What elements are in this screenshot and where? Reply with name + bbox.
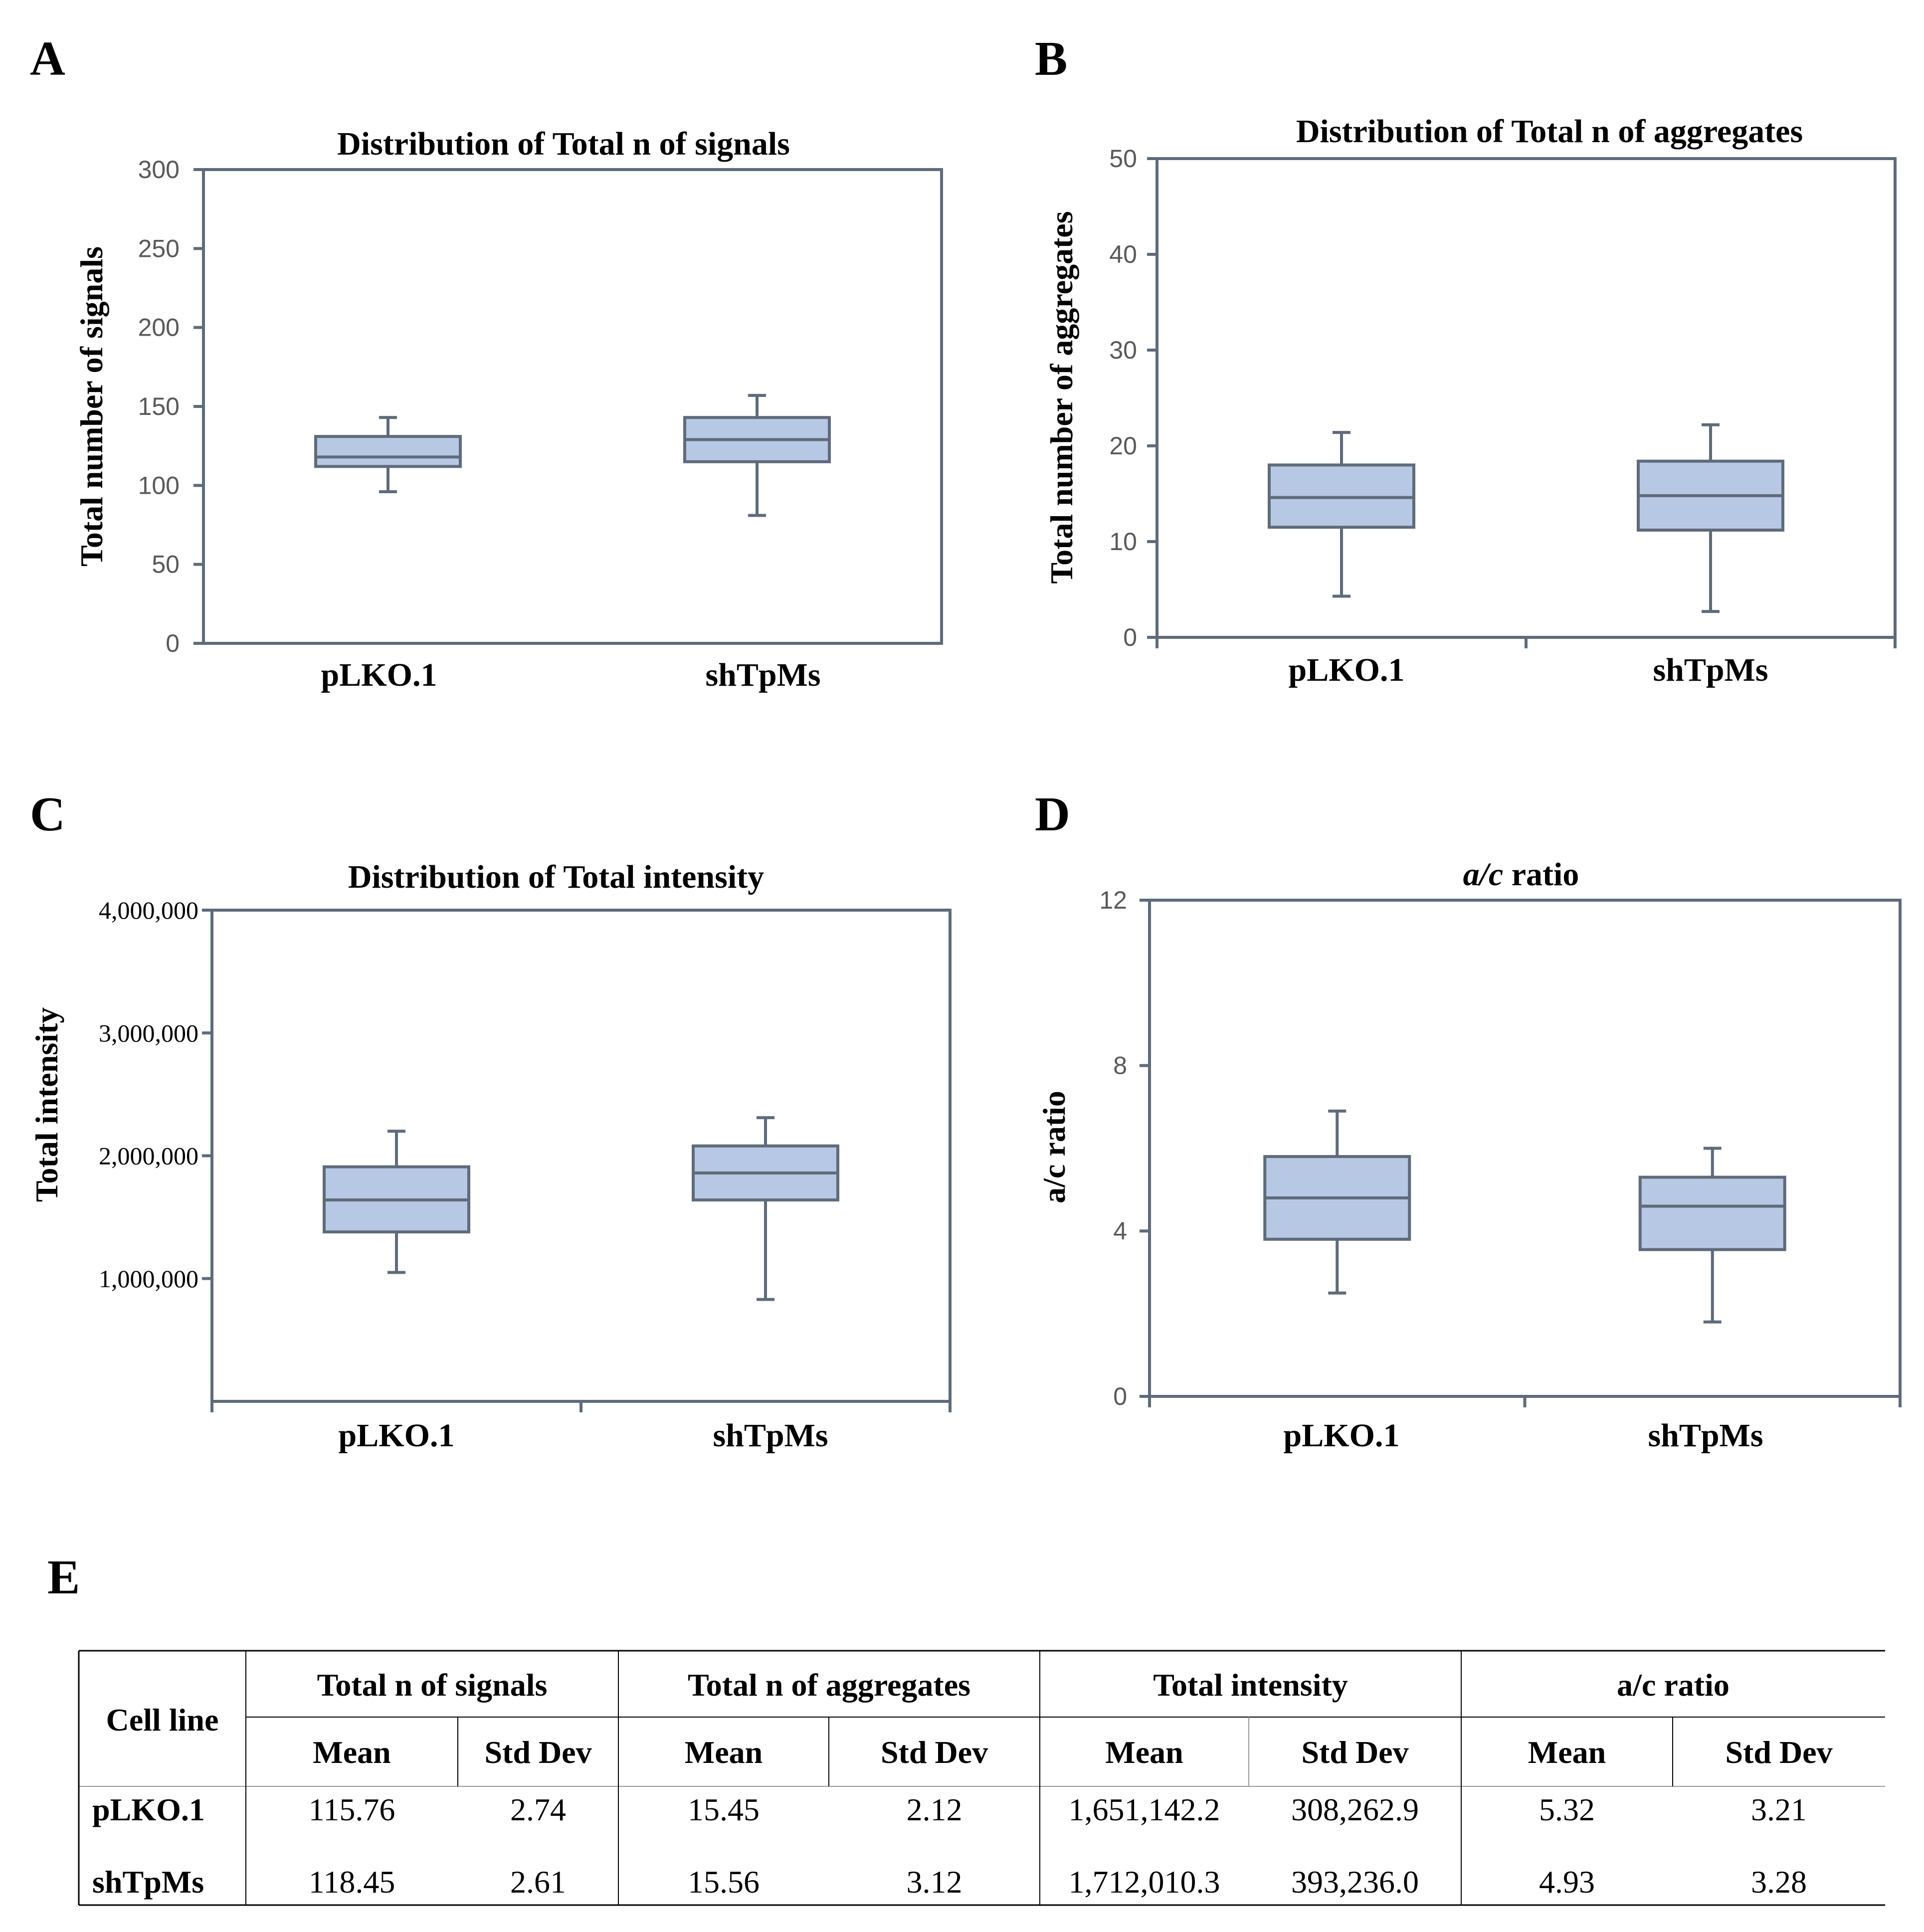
table-cell: 3.28 [1751, 1864, 1807, 1900]
category-label: pLKO.1 [1289, 652, 1405, 688]
y-tick-label: 20 [1109, 432, 1137, 460]
table-cell: 1,712,010.3 [1069, 1864, 1220, 1900]
panel-B: B Distribution of Total n of aggregates To… [1035, 32, 1897, 688]
plot-frame [1155, 157, 1897, 639]
y-axis-label: Total intensity [29, 1007, 64, 1202]
box-pLKO.1 [323, 1130, 470, 1274]
box-shTpMs [683, 393, 831, 517]
table-cell: 1,651,142.2 [1069, 1792, 1220, 1827]
y-tick-label: 200 [138, 314, 180, 342]
table-cell: 15.56 [688, 1864, 760, 1900]
box-pLKO.1 [1268, 431, 1415, 598]
chart-title-rest: ratio [1503, 856, 1579, 893]
table-row-header: Cell line [106, 1702, 219, 1738]
table-subheader: Mean [1528, 1735, 1606, 1770]
category-label: shTpMs [713, 1417, 828, 1454]
table-cell: 4.93 [1539, 1864, 1595, 1900]
table-subheader: Std Dev [1725, 1735, 1832, 1770]
iqr-box [314, 435, 462, 468]
table-cell: 3.12 [907, 1864, 962, 1900]
table-subheader: Std Dev [484, 1735, 591, 1770]
plot-frame [202, 168, 943, 645]
table-cell: 118.45 [309, 1864, 395, 1900]
y-tick-label: 50 [152, 551, 180, 579]
category-label: pLKO.1 [1284, 1417, 1400, 1454]
table-subheader: Mean [685, 1735, 763, 1770]
chart-title: Distribution of Total n of signals [337, 126, 790, 162]
table-subheader: Mean [1105, 1735, 1183, 1770]
chart-title: Distribution of Total intensity [348, 859, 764, 895]
panel-letter: E [47, 1550, 80, 1604]
y-tick-label: 0 [1113, 1382, 1127, 1410]
box-shTpMs [692, 1116, 839, 1301]
box-shTpMs [1637, 423, 1784, 613]
table-cell: 2.61 [510, 1864, 566, 1900]
category-label: pLKO.1 [339, 1417, 455, 1454]
box-shTpMs [1638, 1147, 1786, 1324]
y-tick-label: 250 [138, 234, 180, 262]
y-tick-label: 40 [1109, 240, 1137, 268]
table-group-header: Total intensity [1153, 1667, 1348, 1703]
table-cell: 3.21 [1751, 1792, 1807, 1827]
panel-E: E Cell line Total n of signals Mean Std Dev T… [47, 1550, 1885, 1906]
category-label: shTpMs [1648, 1417, 1763, 1454]
table-cell: 2.12 [907, 1792, 962, 1827]
table-cell: 308,262.9 [1291, 1792, 1419, 1827]
y-tick-label: 150 [138, 392, 180, 420]
y-tick-label: 4 [1113, 1217, 1127, 1245]
chart-title: Distribution of Total n of aggregates [1296, 113, 1803, 150]
y-tick-label: 4,000,000 [99, 896, 198, 924]
table-cell: 15.45 [688, 1792, 760, 1827]
panel-letter: A [30, 32, 65, 86]
y-tick-label: 0 [1123, 623, 1137, 651]
table-row-label: shTpMs [92, 1864, 204, 1900]
y-axis-label: Total number of signals [74, 246, 109, 567]
y-axis-label: Total number of aggregates [1044, 211, 1079, 583]
box-pLKO.1 [314, 416, 462, 493]
table-subheader: Std Dev [881, 1735, 988, 1770]
y-tick-label: 30 [1109, 336, 1137, 364]
panel-letter: C [30, 787, 65, 841]
y-tick-label: 0 [166, 629, 180, 657]
y-tick-label: 300 [138, 156, 180, 184]
y-tick-label: 1,000,000 [99, 1265, 198, 1293]
table-cell: 393,236.0 [1291, 1864, 1419, 1900]
table-cell: 115.76 [309, 1792, 395, 1827]
table-cell: 5.32 [1539, 1792, 1595, 1827]
table-group-header: a/c ratio [1617, 1667, 1730, 1703]
y-tick-label: 100 [138, 471, 180, 499]
table-row-label: pLKO.1 [92, 1792, 205, 1827]
panel-letter: D [1035, 787, 1070, 841]
plot-frame [1148, 899, 1902, 1398]
table-group-header: Total n of aggregates [688, 1667, 970, 1703]
y-tick-label: 12 [1099, 886, 1127, 914]
y-tick-label: 3,000,000 [99, 1019, 198, 1047]
y-tick-label: 10 [1109, 528, 1137, 556]
y-axis-label: a/c ratio [1036, 1091, 1072, 1203]
table-cell: 2.74 [510, 1792, 566, 1827]
y-tick-label: 8 [1113, 1052, 1127, 1080]
table-subheader: Mean [313, 1735, 390, 1770]
box-pLKO.1 [1263, 1109, 1411, 1295]
category-label: shTpMs [705, 657, 820, 693]
chart-title: a/c ratio [1463, 856, 1579, 893]
panel-C: C Distribution of Total intensity Total in… [29, 787, 952, 1454]
table-subheader: Std Dev [1301, 1735, 1408, 1770]
iqr-box [1638, 1175, 1786, 1251]
panel-A: A Distribution of Total n of signals Total… [30, 32, 943, 693]
panel-letter: B [1035, 32, 1067, 86]
y-tick-label: 50 [1109, 145, 1137, 173]
table-group-header: Total n of signals [317, 1667, 548, 1703]
category-label: pLKO.1 [321, 657, 437, 693]
category-label: shTpMs [1653, 652, 1768, 688]
chart-title-italic: a/c [1463, 856, 1504, 893]
y-tick-label: 2,000,000 [99, 1142, 198, 1170]
